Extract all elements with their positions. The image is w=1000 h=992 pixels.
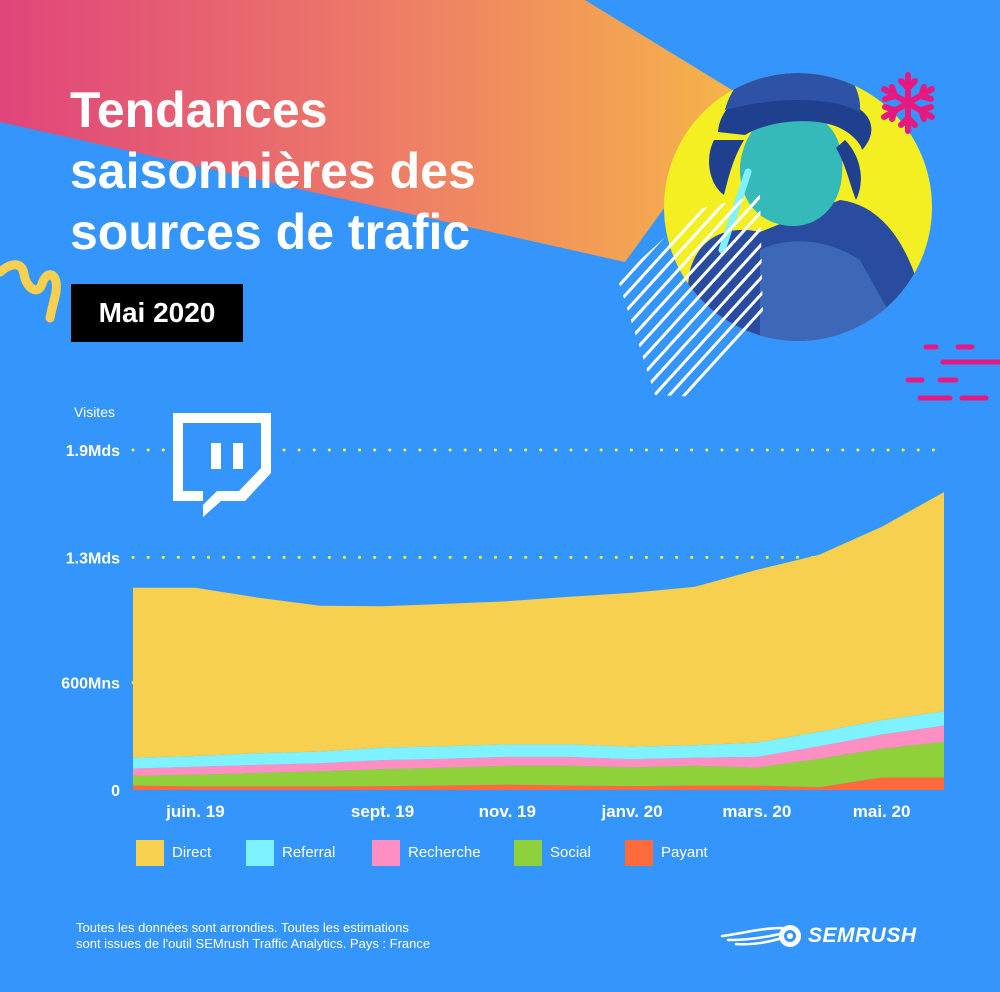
legend-label-direct: Direct bbox=[172, 844, 212, 861]
y-tick-label: 600Mns bbox=[61, 676, 120, 693]
semrush-logo: SEMRUSH bbox=[720, 922, 930, 950]
x-tick-label: mars. 20 bbox=[722, 802, 791, 821]
legend-swatch-recherche bbox=[372, 840, 400, 866]
x-tick-label: janv. 20 bbox=[601, 802, 663, 821]
area-series-direct bbox=[133, 492, 944, 758]
title-line-1: Tendances bbox=[70, 82, 328, 138]
title-line-2: saisonnières des bbox=[70, 143, 476, 199]
title-line-3: sources de trafic bbox=[70, 204, 471, 260]
y-axis-ticks: 0 600Mns 1.3Mds 1.9Mds bbox=[61, 443, 120, 800]
legend-label-payant: Payant bbox=[661, 844, 708, 861]
area-series-payant bbox=[133, 777, 944, 790]
wave-squiggle bbox=[0, 260, 61, 323]
dash-lines bbox=[905, 344, 1000, 401]
x-tick-label: nov. 19 bbox=[479, 802, 536, 821]
legend-label-referral: Referral bbox=[282, 844, 336, 861]
chart-legend: Direct Referral Recherche Social Payant bbox=[0, 838, 1000, 868]
x-tick-label: juin. 19 bbox=[165, 802, 225, 821]
semrush-fireball-icon bbox=[720, 925, 801, 947]
brand-name: SEMRUSH bbox=[808, 924, 917, 947]
area-series bbox=[133, 492, 944, 790]
snowflake-icon bbox=[881, 72, 935, 134]
detective-woman-illustration bbox=[680, 73, 932, 341]
area-series-social bbox=[133, 741, 944, 788]
twitch-icon bbox=[173, 413, 271, 517]
y-tick-label: 0 bbox=[111, 783, 120, 800]
period-badge: Mai 2020 bbox=[71, 284, 243, 342]
footnote-line-1: Toutes les données sont arrondies. Toute… bbox=[76, 920, 409, 935]
legend-swatch-referral bbox=[246, 840, 274, 866]
footnote-line-2: sont issues de l'outil SEMrush Traffic A… bbox=[76, 936, 431, 951]
x-axis-ticks: juin. 19 sept. 19 nov. 19 janv. 20 mars. 20 m… bbox=[165, 802, 910, 821]
legend-swatch-payant bbox=[625, 840, 653, 866]
x-tick-label: sept. 19 bbox=[351, 802, 414, 821]
legend-swatch-direct bbox=[136, 840, 164, 866]
footnote: Toutes les données sont arrondies. Toute… bbox=[76, 920, 496, 952]
y-tick-label: 1.3Mds bbox=[66, 550, 120, 567]
x-tick-label: mai. 20 bbox=[853, 802, 911, 821]
area-series-referral bbox=[133, 711, 944, 769]
legend-label-recherche: Recherche bbox=[408, 844, 481, 861]
legend-label-social: Social bbox=[550, 844, 591, 861]
page-title: Tendances saisonnières des sources de tr… bbox=[70, 80, 590, 263]
area-series-recherche bbox=[133, 725, 944, 776]
legend-swatch-social bbox=[514, 840, 542, 866]
y-tick-label: 1.9Mds bbox=[66, 443, 120, 460]
y-axis-title: Visites bbox=[74, 404, 115, 420]
light-beam bbox=[0, 0, 745, 262]
